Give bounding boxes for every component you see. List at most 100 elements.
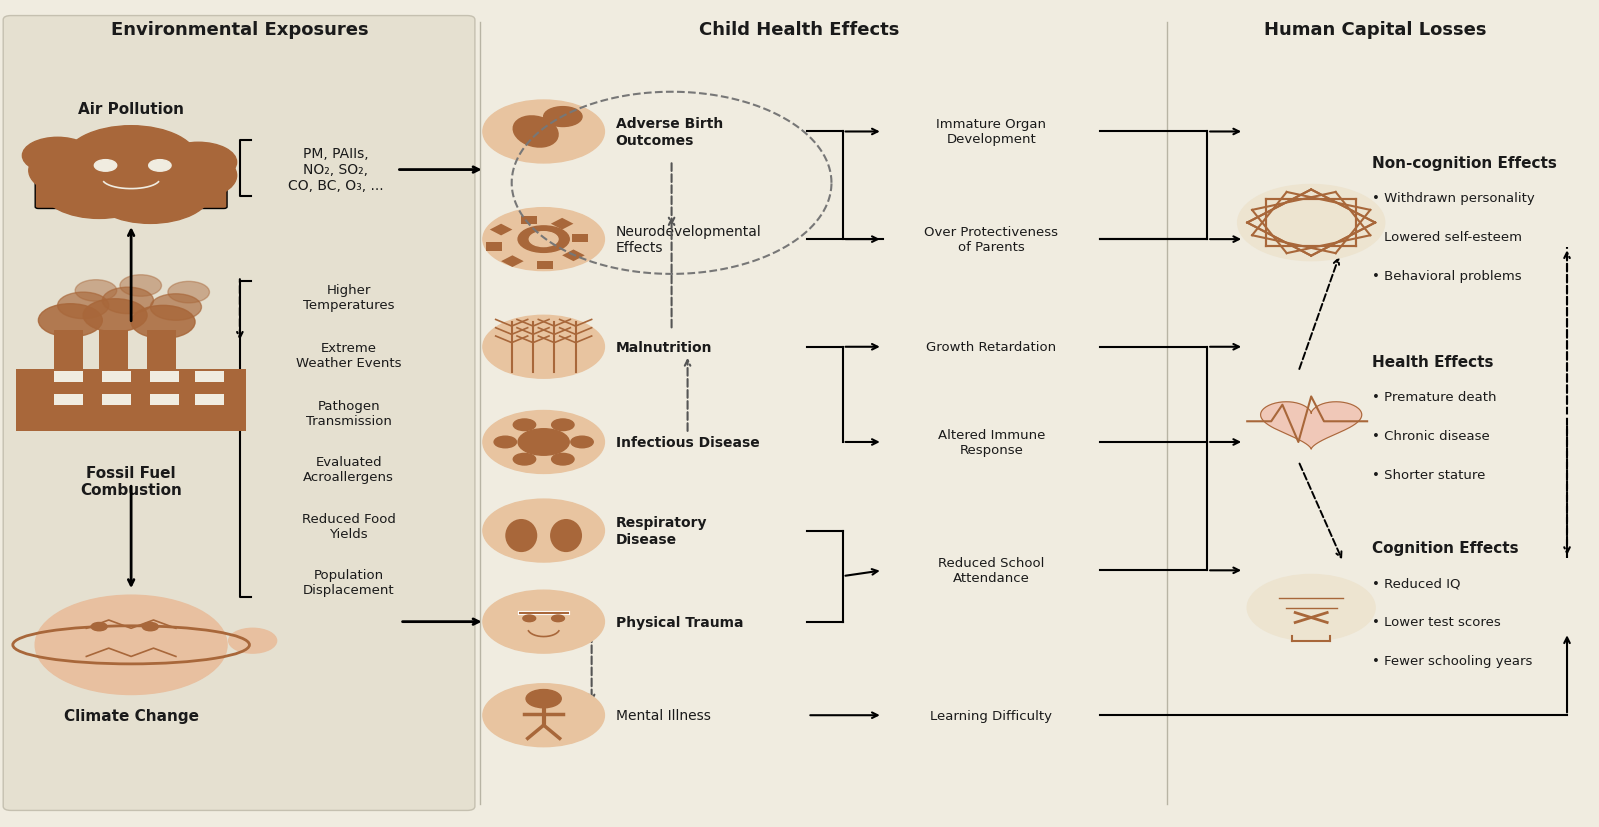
Text: Child Health Effects: Child Health Effects — [699, 21, 900, 39]
Text: Over Protectiveness
of Parents: Over Protectiveness of Parents — [924, 226, 1059, 254]
Circle shape — [1238, 185, 1385, 261]
Bar — [150, 394, 179, 405]
Text: Immature Organ
Development: Immature Organ Development — [937, 118, 1046, 146]
Circle shape — [120, 275, 161, 297]
Bar — [500, 256, 524, 268]
Circle shape — [94, 160, 117, 172]
Text: Higher
Temperatures: Higher Temperatures — [302, 284, 395, 312]
Text: Respiratory
Disease: Respiratory Disease — [616, 516, 707, 546]
Bar — [147, 331, 176, 372]
Circle shape — [38, 304, 102, 337]
Text: Population
Displacement: Population Displacement — [302, 568, 395, 596]
Circle shape — [483, 316, 604, 379]
Circle shape — [90, 161, 211, 224]
Text: Adverse Birth
Outcomes: Adverse Birth Outcomes — [616, 117, 723, 147]
Bar — [486, 243, 502, 251]
Bar — [54, 371, 83, 382]
Circle shape — [544, 108, 582, 127]
Circle shape — [75, 280, 117, 302]
FancyBboxPatch shape — [35, 173, 227, 209]
Ellipse shape — [550, 519, 582, 552]
Circle shape — [142, 623, 158, 631]
Circle shape — [131, 306, 195, 339]
Circle shape — [229, 629, 277, 653]
Text: Malnutrition: Malnutrition — [616, 341, 712, 354]
Bar — [102, 394, 131, 405]
Text: Pathogen
Transmission: Pathogen Transmission — [305, 399, 392, 428]
Bar — [489, 224, 512, 237]
Circle shape — [160, 143, 237, 183]
Circle shape — [552, 615, 564, 622]
Circle shape — [64, 127, 198, 196]
Bar — [563, 250, 585, 262]
Text: • Premature death: • Premature death — [1372, 390, 1497, 404]
Circle shape — [58, 293, 109, 319]
Circle shape — [518, 227, 569, 253]
Text: • Reduced IQ: • Reduced IQ — [1372, 576, 1460, 590]
Circle shape — [523, 615, 536, 622]
Circle shape — [502, 600, 585, 643]
Circle shape — [526, 690, 561, 708]
Bar — [102, 371, 131, 382]
Circle shape — [571, 437, 593, 448]
Ellipse shape — [513, 116, 558, 149]
Text: Air Pollution: Air Pollution — [78, 102, 184, 117]
Text: Fossil Fuel
Combustion: Fossil Fuel Combustion — [80, 465, 182, 498]
Bar — [150, 371, 179, 382]
Text: Environmental Exposures: Environmental Exposures — [110, 21, 369, 39]
Text: Health Effects: Health Effects — [1372, 355, 1493, 370]
Circle shape — [141, 151, 237, 201]
Text: Altered Immune
Response: Altered Immune Response — [937, 428, 1046, 457]
Text: Physical Trauma: Physical Trauma — [616, 615, 744, 629]
Circle shape — [1247, 575, 1375, 641]
Text: Climate Change: Climate Change — [64, 708, 198, 723]
Circle shape — [483, 590, 604, 653]
Circle shape — [483, 500, 604, 562]
Circle shape — [83, 299, 147, 332]
Text: • Behavioral problems: • Behavioral problems — [1372, 270, 1522, 283]
Text: • Lowered self-esteem: • Lowered self-esteem — [1372, 231, 1522, 244]
Text: Non-cognition Effects: Non-cognition Effects — [1372, 156, 1557, 171]
Circle shape — [483, 208, 604, 271]
Circle shape — [483, 101, 604, 164]
Bar — [99, 331, 128, 372]
Bar — [572, 235, 588, 243]
Text: Reduced School
Attendance: Reduced School Attendance — [939, 557, 1044, 585]
Bar — [54, 331, 83, 372]
Circle shape — [483, 411, 604, 474]
Circle shape — [552, 454, 574, 466]
Bar — [550, 218, 574, 230]
Circle shape — [149, 160, 171, 172]
Circle shape — [529, 232, 558, 247]
Bar — [54, 394, 83, 405]
Text: Evaluated
Acroallergens: Evaluated Acroallergens — [304, 456, 393, 484]
Circle shape — [513, 454, 536, 466]
Text: Neurodevelopmental
Effects: Neurodevelopmental Effects — [616, 225, 761, 255]
Text: Extreme
Weather Events: Extreme Weather Events — [296, 342, 401, 370]
Circle shape — [22, 138, 93, 174]
Text: Cognition Effects: Cognition Effects — [1372, 541, 1519, 556]
Text: Mental Illness: Mental Illness — [616, 709, 710, 722]
Text: PM, PAIIs,
NO₂, SO₂,
CO, BC, O₃, ...: PM, PAIIs, NO₂, SO₂, CO, BC, O₃, ... — [288, 146, 384, 193]
Ellipse shape — [516, 605, 571, 639]
FancyBboxPatch shape — [3, 17, 475, 810]
Text: • Fewer schooling years: • Fewer schooling years — [1372, 654, 1532, 667]
Bar — [16, 370, 246, 432]
Text: Human Capital Losses: Human Capital Losses — [1263, 21, 1487, 39]
Circle shape — [91, 623, 107, 631]
Circle shape — [483, 684, 604, 747]
Circle shape — [102, 288, 154, 314]
Text: • Shorter stature: • Shorter stature — [1372, 468, 1485, 481]
Text: • Lower test scores: • Lower test scores — [1372, 615, 1501, 629]
Circle shape — [494, 437, 516, 448]
Text: Reduced Food
Yields: Reduced Food Yields — [302, 512, 395, 540]
Circle shape — [518, 429, 569, 456]
Circle shape — [29, 145, 131, 198]
Circle shape — [513, 419, 536, 431]
Text: Learning Difficulty: Learning Difficulty — [931, 709, 1052, 722]
Circle shape — [35, 595, 227, 695]
Ellipse shape — [505, 519, 537, 552]
Bar — [537, 261, 553, 270]
Text: Growth Retardation: Growth Retardation — [926, 341, 1057, 354]
Circle shape — [168, 282, 209, 304]
